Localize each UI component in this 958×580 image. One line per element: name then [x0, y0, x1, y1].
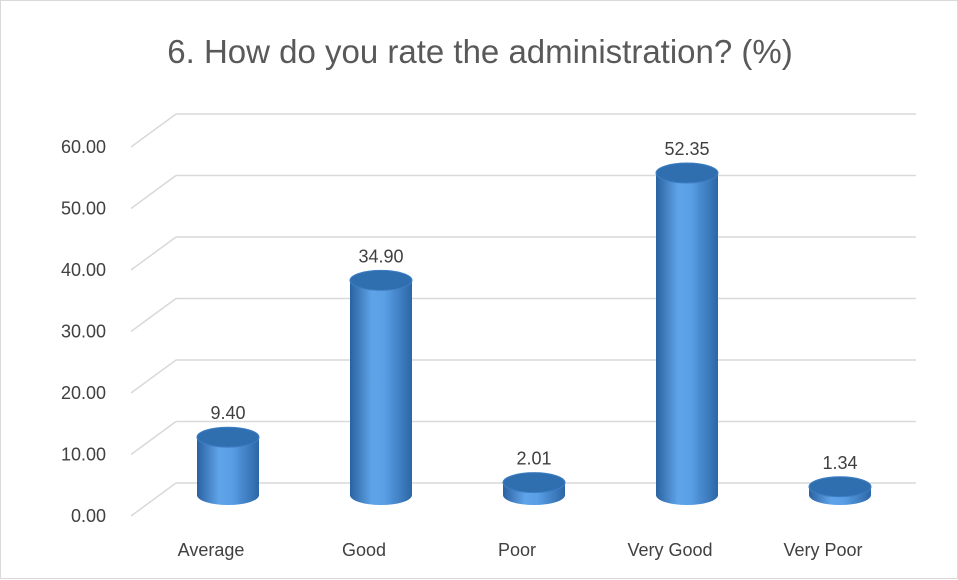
data-label: 52.35: [664, 139, 709, 159]
bar: [349, 269, 413, 505]
y-tick-label: 40.00: [61, 260, 106, 280]
bar-top: [502, 472, 566, 494]
gridline-depth: [130, 420, 177, 456]
bar-top: [808, 476, 872, 498]
gridline-depth: [130, 113, 177, 148]
bar-top: [349, 269, 413, 291]
gridline-depth: [130, 482, 177, 517]
value-labels: 9.40 34.90 2.01 52.35 1.34: [210, 139, 857, 473]
x-category-label: Very Poor: [783, 540, 862, 560]
data-label: 2.01: [516, 449, 551, 469]
x-category-label: Average: [178, 540, 245, 560]
gridline-depth: [130, 174, 177, 210]
category-labels: Average Good Poor Very Good Very Poor: [178, 540, 863, 560]
data-label: 9.40: [210, 403, 245, 423]
bar-top: [196, 426, 260, 448]
bar-top: [655, 162, 719, 184]
y-tick-label: 10.00: [61, 445, 106, 465]
bar-body: [197, 437, 259, 505]
y-tick-label: 30.00: [61, 322, 106, 342]
x-category-label: Very Good: [627, 540, 712, 560]
bar-body: [656, 173, 718, 506]
data-label: 34.90: [358, 246, 403, 266]
data-label: 1.34: [822, 453, 857, 473]
y-tick-label: 60.00: [61, 137, 106, 157]
y-tick-label: 50.00: [61, 199, 106, 219]
x-category-label: Poor: [498, 540, 536, 560]
chart-title: 6. How do you rate the administration? (…: [167, 33, 793, 70]
bar: [196, 426, 260, 505]
y-tick-label: 0.00: [71, 506, 106, 526]
y-axis-ticks: 0.00 10.00 20.00 30.00 40.00 50.00 60.00: [61, 137, 106, 526]
bar: [655, 162, 719, 506]
y-tick-label: 20.00: [61, 383, 106, 403]
x-category-label: Good: [342, 540, 386, 560]
bar: [502, 472, 566, 505]
gridline-depth: [130, 297, 177, 333]
gridline-depth: [130, 359, 177, 394]
bar-body: [350, 280, 412, 505]
gridline-depth: [130, 236, 177, 271]
bars: [196, 162, 872, 506]
bar: [808, 476, 872, 505]
